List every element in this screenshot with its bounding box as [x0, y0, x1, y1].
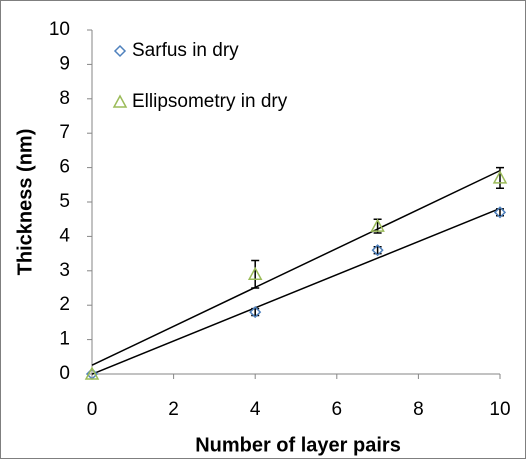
x-tick-label: 8 — [413, 399, 424, 420]
y-tick-label: 5 — [59, 191, 70, 212]
legend-label: Sarfus in dry — [132, 40, 239, 61]
y-axis-label: Thickness (nm) — [14, 129, 36, 276]
trend-line — [91, 169, 501, 366]
x-tick-label: 10 — [489, 399, 510, 420]
point — [371, 244, 384, 257]
trend-line — [91, 207, 501, 375]
y-tick-label: 10 — [49, 19, 70, 40]
point — [493, 206, 507, 219]
y-tick-label: 3 — [59, 260, 70, 281]
error-bar — [251, 259, 260, 289]
point — [249, 306, 262, 319]
point — [370, 218, 385, 232]
error-bar — [373, 245, 382, 255]
x-tick-label: 2 — [168, 399, 179, 420]
legend-marker — [112, 94, 128, 108]
point — [84, 366, 100, 380]
y-tick-label: 4 — [59, 225, 70, 246]
x-tick-label: 6 — [332, 399, 343, 420]
y-tick-label: 7 — [59, 122, 70, 143]
error-bar — [251, 307, 260, 317]
y-tick-label: 8 — [59, 88, 70, 109]
y-tick-label: 6 — [59, 157, 70, 178]
point — [492, 170, 508, 184]
point — [247, 266, 263, 280]
legend-label: Ellipsometry in dry — [132, 91, 288, 112]
error-bar — [496, 208, 504, 217]
x-tick-label: 4 — [250, 399, 261, 420]
y-tick-label: 9 — [59, 53, 70, 74]
y-tick-label: 1 — [59, 329, 70, 350]
legend-marker — [113, 44, 127, 58]
x-tick-label: 0 — [87, 399, 98, 420]
y-tick-label: 2 — [59, 294, 70, 315]
y-tick-label: 0 — [59, 363, 70, 384]
x-axis-label: Number of layer pairs — [195, 434, 401, 456]
